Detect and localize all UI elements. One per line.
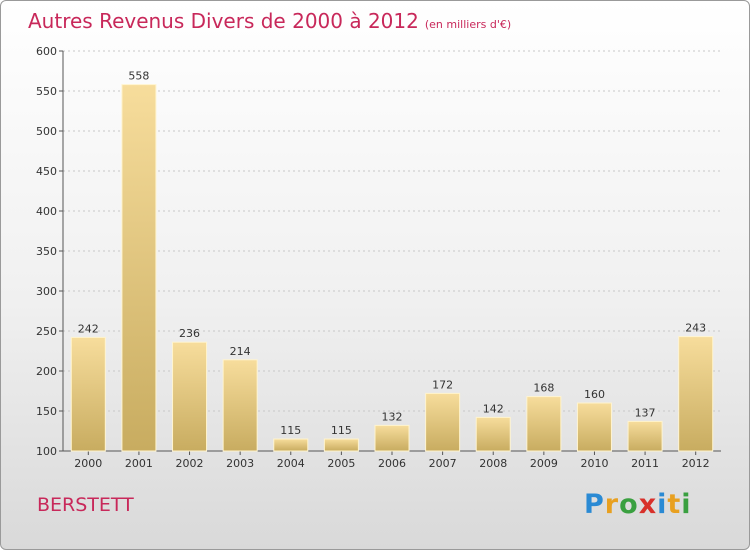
- data-label: 168: [533, 382, 554, 395]
- x-tick-label: 2012: [682, 457, 710, 470]
- y-tick-label: 100: [36, 445, 57, 458]
- data-label: 115: [331, 424, 352, 437]
- bar: [323, 438, 359, 452]
- bar: [222, 359, 258, 452]
- bar: [374, 424, 410, 452]
- x-tick-label: 2001: [125, 457, 153, 470]
- logo-letter: i: [657, 489, 668, 520]
- y-tick-label: 250: [36, 325, 57, 338]
- data-label: 137: [635, 406, 656, 419]
- y-tick-label: 450: [36, 165, 57, 178]
- x-tick-label: 2008: [479, 457, 507, 470]
- data-label: 115: [280, 424, 301, 437]
- x-tick-label: 2005: [327, 457, 355, 470]
- y-tick-label: 350: [36, 245, 57, 258]
- y-tick-label: 150: [36, 405, 57, 418]
- grid-lines: [63, 50, 721, 452]
- bar: [70, 336, 106, 452]
- y-tick-label: 500: [36, 125, 57, 138]
- bar: [121, 84, 157, 452]
- bar: [273, 438, 309, 452]
- x-tick-label: 2006: [378, 457, 406, 470]
- bar: [627, 420, 663, 452]
- bar: [576, 402, 612, 452]
- bar: [172, 341, 208, 452]
- x-tick-label: 2011: [631, 457, 659, 470]
- y-tick-label: 300: [36, 285, 57, 298]
- chart-subtitle: (en milliers d'€): [424, 18, 512, 31]
- bar: [678, 336, 714, 452]
- logo-letter: i: [681, 489, 692, 520]
- data-label: 142: [483, 402, 504, 415]
- chart-title: Autres Revenus Divers de 2000 à 2012 (en …: [28, 9, 512, 33]
- data-label: 243: [685, 322, 706, 335]
- data-label: 132: [382, 410, 403, 423]
- data-label: 242: [78, 322, 99, 335]
- y-tick-label: 600: [36, 45, 57, 58]
- logo-letter: t: [667, 489, 682, 520]
- commune-name: BERSTETT: [37, 494, 134, 516]
- proxiti-logo: Proxiti: [584, 489, 692, 520]
- y-tick-label: 200: [36, 365, 57, 378]
- bars: 242 558 236 214 115 115 132 172 142 168 160 137 243: [70, 70, 714, 452]
- data-label: 558: [128, 70, 149, 83]
- logo-letter: P: [584, 489, 605, 520]
- data-label: 160: [584, 388, 605, 401]
- bar: [526, 396, 562, 452]
- x-tick-label: 2003: [226, 457, 254, 470]
- bar: [475, 416, 511, 452]
- logo-letter: x: [638, 489, 658, 520]
- logo-letter: r: [604, 489, 620, 520]
- axes: 100 150 200 250 300 350 400 450 500 550 600 2000 200…: [36, 45, 721, 470]
- bar: [425, 392, 461, 452]
- x-tick-label: 2007: [429, 457, 457, 470]
- x-tick-label: 2000: [74, 457, 102, 470]
- logo-letter: o: [619, 489, 639, 520]
- x-tick-label: 2004: [277, 457, 305, 470]
- data-label: 214: [230, 345, 251, 358]
- data-label: 236: [179, 327, 200, 340]
- x-tick-label: 2010: [580, 457, 608, 470]
- data-label: 172: [432, 378, 453, 391]
- y-tick-label: 550: [36, 85, 57, 98]
- x-tick-label: 2002: [176, 457, 204, 470]
- y-tick-label: 400: [36, 205, 57, 218]
- x-tick-label: 2009: [530, 457, 558, 470]
